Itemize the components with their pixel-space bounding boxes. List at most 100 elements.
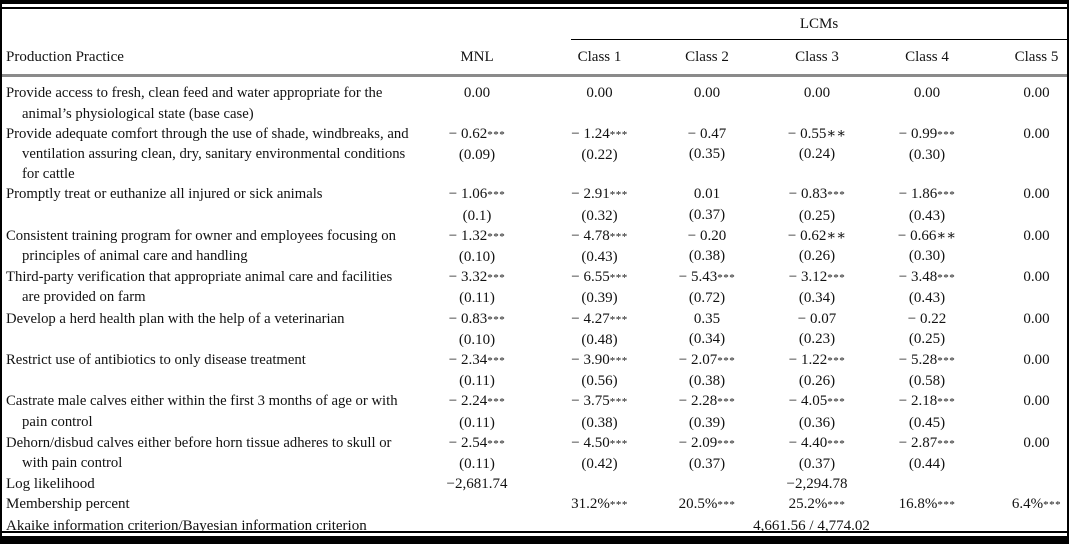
- table-row: Membership percent 31.2%*** 20.5%*** 25.2%*…: [2, 494, 1067, 515]
- cell: − 4.50*** (0.42): [532, 433, 647, 474]
- cell: − 3.32*** (0.11): [422, 267, 532, 308]
- significance-stars: ∗∗: [826, 227, 847, 244]
- standard-error: (0.45): [908, 414, 946, 431]
- aic-bic-value: 4,661.56 / 4,774.02: [753, 517, 870, 534]
- cell: − 0.22 (0.25): [867, 309, 977, 350]
- coefficient-value: − 6.55***: [571, 269, 628, 286]
- significance-stars: ***: [609, 272, 628, 285]
- cell: 0.00: [647, 76, 757, 124]
- significance-stars: ***: [609, 313, 628, 326]
- table-row: Provide access to fresh, clean feed and …: [2, 76, 1067, 124]
- cell: − 2.87*** (0.44): [867, 433, 977, 474]
- cell: − 0.83*** (0.10): [422, 309, 532, 350]
- row-label: Promptly treat or euthanize all injured …: [6, 186, 323, 203]
- cell: 0.00: [977, 184, 1067, 225]
- standard-error: (0.37): [688, 206, 726, 223]
- cell: 0.00: [532, 76, 647, 124]
- table-body: Provide access to fresh, clean feed and …: [2, 76, 1067, 536]
- column-header-class-3: Class 3: [757, 41, 867, 78]
- cell: − 4.78*** (0.43): [532, 226, 647, 267]
- coefficient-value: − 2.24***: [448, 393, 506, 410]
- cell: 31.2%***: [532, 494, 647, 515]
- coefficient-value: 0.00: [803, 85, 831, 102]
- coefficient-value: − 0.62***: [448, 125, 506, 142]
- coefficient-value: −2,294.78: [786, 476, 848, 493]
- bottom-rules: [2, 531, 1067, 544]
- significance-stars: ***: [487, 437, 506, 450]
- standard-error: (0.35): [688, 146, 726, 163]
- cell: − 0.83*** (0.25): [757, 184, 867, 225]
- table-row: Promptly treat or euthanize all injured …: [2, 184, 1067, 225]
- coefficient-value: − 5.28***: [898, 352, 956, 369]
- cell: 0.35 (0.34): [647, 309, 757, 350]
- table-row: Castrate male calves either within the f…: [2, 391, 1067, 432]
- coefficient-value: − 1.86***: [898, 186, 956, 203]
- coefficient-value: − 0.66∗∗: [897, 227, 957, 244]
- coefficient-value: − 5.43***: [678, 269, 736, 286]
- cell: − 2.34*** (0.11): [422, 350, 532, 391]
- coefficient-value: − 0.62∗∗: [787, 227, 847, 244]
- coefficient-value: − 2.91***: [571, 186, 628, 203]
- standard-error: (0.1): [462, 207, 492, 224]
- row-label: Consistent training program for owner an…: [6, 227, 396, 265]
- standard-error: (0.38): [688, 248, 726, 265]
- coefficient-value: 0.00: [1023, 393, 1050, 410]
- row-label: Dehorn/disbud calves either before horn …: [6, 434, 392, 472]
- coefficient-value: 25.2%***: [788, 496, 846, 513]
- cell: − 0.66∗∗ (0.30): [867, 226, 977, 267]
- significance-stars: ***: [717, 272, 736, 285]
- table-row: Develop a herd health plan with the help…: [2, 309, 1067, 350]
- significance-stars: ***: [609, 355, 628, 368]
- coefficient-value: − 2.28***: [678, 393, 736, 410]
- coefficient-value: − 0.83***: [448, 310, 506, 327]
- cell: − 2.91*** (0.32): [532, 184, 647, 225]
- coefficient-value: 0.00: [463, 85, 491, 102]
- significance-stars: ***: [937, 128, 956, 141]
- cell: − 0.55∗∗ (0.24): [757, 124, 867, 185]
- cell: − 6.55*** (0.39): [532, 267, 647, 308]
- top-rule-gap: [2, 4, 1067, 7]
- coefficient-value: 16.8%***: [898, 496, 956, 513]
- significance-stars: ***: [717, 396, 736, 409]
- cell: − 1.86*** (0.43): [867, 184, 977, 225]
- spanner-spacer: [2, 9, 532, 41]
- standard-error: (0.30): [908, 248, 946, 265]
- row-label: Third-party verification that appropriat…: [6, 269, 393, 306]
- standard-error: (0.11): [459, 290, 495, 307]
- coefficient-value: 0.00: [693, 85, 721, 102]
- column-header-class-5: Class 5: [977, 41, 1067, 78]
- standard-error: (0.30): [908, 147, 946, 164]
- cell: − 3.90*** (0.56): [532, 350, 647, 391]
- coefficient-value: − 4.50***: [571, 434, 628, 451]
- coefficient-value: 0.00: [1023, 85, 1050, 102]
- coefficients-table: LCMs Production Practice MNL Class 1 Cla…: [2, 9, 1067, 536]
- table-row: Restrict use of antibiotics to only dise…: [2, 350, 1067, 391]
- cell: −2,681.74: [422, 474, 532, 494]
- coefficient-value: 6.4%***: [1011, 496, 1062, 513]
- standard-error: (0.32): [581, 207, 618, 224]
- standard-error: (0.26): [798, 373, 836, 390]
- coefficient-value: 0.00: [1023, 352, 1050, 369]
- cell: − 4.05*** (0.36): [757, 391, 867, 432]
- cell: −2,294.78: [757, 474, 867, 494]
- cell: − 4.27*** (0.48): [532, 309, 647, 350]
- coefficient-value: − 0.22: [907, 310, 947, 327]
- coefficient-value: − 2.09***: [678, 434, 736, 451]
- significance-stars: ***: [717, 355, 736, 368]
- cell: 0.00: [757, 76, 867, 124]
- significance-stars: ***: [827, 272, 846, 285]
- coefficient-value: − 2.87***: [898, 434, 956, 451]
- bottom-rule-thick: [2, 536, 1067, 544]
- row-label: Develop a herd health plan with the help…: [6, 310, 345, 327]
- cell: − 0.47 (0.35): [647, 124, 757, 185]
- standard-error: (0.11): [459, 456, 495, 473]
- row-label: Log likelihood: [6, 476, 95, 493]
- coefficient-value: − 3.12***: [788, 269, 846, 286]
- significance-stars: ∗∗: [936, 227, 957, 244]
- significance-stars: ***: [937, 396, 956, 409]
- standard-error: (0.43): [581, 249, 618, 266]
- cell: − 2.18*** (0.45): [867, 391, 977, 432]
- standard-error: (0.22): [581, 147, 618, 164]
- significance-stars: ***: [487, 272, 506, 285]
